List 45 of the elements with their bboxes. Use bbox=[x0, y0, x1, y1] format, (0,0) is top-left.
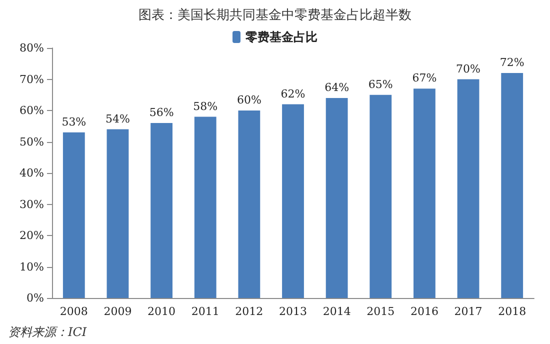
y-tick-label: 50% bbox=[20, 135, 44, 148]
y-tick-label: 80% bbox=[20, 42, 44, 54]
bar bbox=[150, 123, 172, 298]
data-label: 60% bbox=[236, 94, 262, 106]
x-tick-label: 2015 bbox=[366, 305, 395, 318]
x-tick-label: 2013 bbox=[279, 305, 307, 318]
data-label: 65% bbox=[368, 78, 393, 91]
bar bbox=[370, 94, 392, 298]
data-label: 72% bbox=[500, 56, 524, 69]
text: 资料来源：ICI bbox=[8, 325, 87, 339]
bar bbox=[501, 73, 524, 298]
bar bbox=[106, 129, 129, 298]
y-tick-label: 0% bbox=[26, 292, 44, 304]
data-label: 54% bbox=[106, 112, 130, 126]
x-tick-label: 2017 bbox=[454, 305, 482, 318]
y-tick-label: 20% bbox=[20, 229, 44, 242]
y-tick-label: 30% bbox=[20, 198, 44, 211]
x-tick-label: 2008 bbox=[60, 305, 88, 318]
data-label: 53% bbox=[62, 115, 86, 128]
legend-label: 零费基金占比 bbox=[244, 30, 318, 44]
data-label: 62% bbox=[280, 87, 306, 100]
data-label: 67% bbox=[412, 72, 437, 85]
data-label: 70% bbox=[456, 62, 480, 76]
x-tick-label: 2012 bbox=[235, 305, 264, 318]
data-label: 56% bbox=[149, 106, 174, 119]
bar bbox=[326, 98, 348, 298]
x-tick-label: 2016 bbox=[410, 305, 438, 318]
y-tick-label: 60% bbox=[20, 104, 44, 117]
bar bbox=[62, 132, 85, 298]
data-label: 58% bbox=[193, 100, 218, 113]
y-tick-label: 10% bbox=[20, 260, 44, 274]
data-label: 64% bbox=[324, 81, 350, 94]
x-tick-label: 2010 bbox=[148, 305, 176, 318]
bar bbox=[194, 116, 216, 298]
bar bbox=[238, 110, 260, 298]
bar bbox=[414, 88, 436, 298]
x-tick-label: 2009 bbox=[104, 305, 132, 318]
y-tick-label: 40% bbox=[20, 166, 44, 180]
chart-title: 图表：美国长期共同基金中零费基金占比超半数 bbox=[138, 7, 412, 23]
x-tick-label: 2014 bbox=[322, 305, 351, 318]
bar bbox=[282, 104, 304, 298]
y-tick-label: 70% bbox=[20, 72, 44, 86]
bar bbox=[457, 79, 480, 298]
x-tick-label: 2018 bbox=[498, 305, 526, 318]
x-tick-label: 2011 bbox=[191, 305, 220, 318]
